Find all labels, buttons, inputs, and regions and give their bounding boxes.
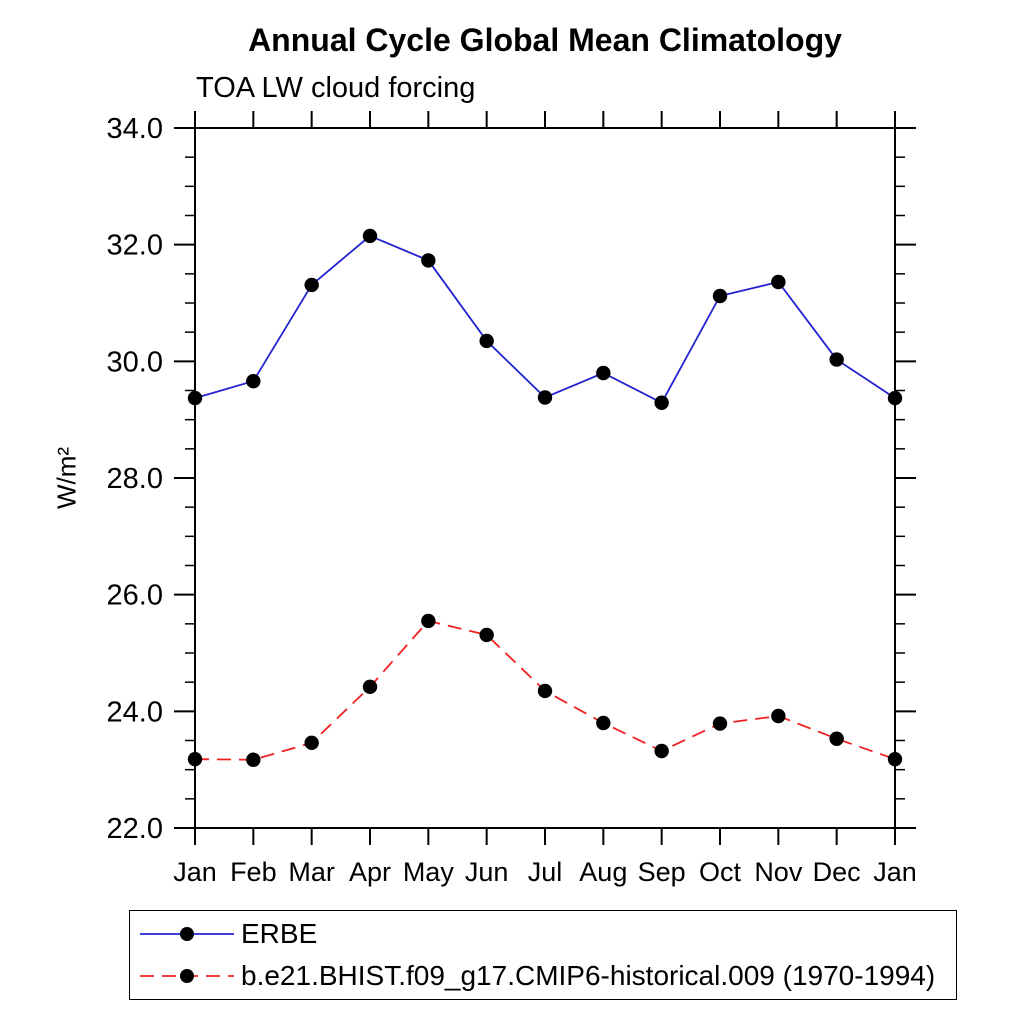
- data-point-marker: [596, 365, 611, 381]
- legend: ERBE b.e21.BHIST.f09_g17.CMIP6-historica…: [129, 910, 957, 1000]
- legend-line-sample-dashed: [140, 969, 234, 983]
- erbe-line: [194, 234, 896, 404]
- legend-entry-erbe: ERBE: [137, 913, 956, 955]
- data-point-marker: [362, 228, 378, 244]
- legend-label-model: b.e21.BHIST.f09_g17.CMIP6-historical.009…: [241, 960, 936, 991]
- data-point-marker: [654, 395, 669, 410]
- data-point-marker: [771, 274, 786, 290]
- y-tick-label: 28.0: [107, 463, 163, 495]
- y-tick-label: 24.0: [107, 696, 163, 728]
- data-point-marker: [887, 751, 903, 767]
- data-point-marker: [187, 390, 203, 406]
- x-tick-label: Aug: [579, 857, 627, 887]
- data-point-marker: [304, 277, 319, 293]
- data-point-marker: [712, 716, 728, 731]
- data-point-marker: [829, 352, 844, 367]
- data-point-marker: [829, 731, 844, 746]
- legend-line-sample-solid: [140, 927, 234, 941]
- x-tick-label: May: [403, 857, 455, 887]
- data-point-marker: [771, 708, 786, 724]
- chart-title: Annual Cycle Global Mean Climatology: [248, 22, 842, 58]
- x-tick-label: Feb: [230, 857, 277, 887]
- x-tick-label: Dec: [813, 857, 861, 887]
- chart-subtitle: TOA LW cloud forcing: [196, 72, 476, 104]
- y-tick-label: 22.0: [107, 813, 163, 845]
- data-point-marker: [654, 743, 669, 759]
- x-tick-label: Nov: [754, 857, 803, 887]
- data-point-marker: [304, 735, 319, 751]
- legend-marker-icon: [180, 969, 194, 983]
- x-tick-label: Jan: [173, 857, 217, 887]
- data-point-marker: [362, 679, 378, 695]
- x-tick-label: Apr: [349, 857, 391, 887]
- data-point-marker: [537, 683, 553, 699]
- y-tick-label: 34.0: [107, 113, 163, 145]
- y-tick-label: 30.0: [107, 346, 163, 378]
- data-point-marker: [187, 751, 203, 767]
- x-tick-label: Jun: [465, 857, 509, 887]
- data-point-marker: [537, 390, 553, 405]
- data-point-marker: [246, 752, 261, 767]
- data-point-marker: [712, 288, 728, 304]
- data-point-marker: [246, 373, 261, 389]
- x-tick-label: Oct: [699, 857, 742, 887]
- data-point-marker: [596, 715, 611, 731]
- legend-marker-icon: [180, 927, 194, 941]
- data-point-marker: [479, 627, 494, 643]
- data-point-marker: [479, 333, 494, 349]
- x-tick-label: Jul: [528, 857, 563, 887]
- x-tick-label: Jan: [873, 857, 917, 887]
- y-tick-label: 32.0: [107, 230, 163, 262]
- y-tick-label: 26.0: [107, 580, 163, 612]
- data-point-marker: [887, 390, 903, 406]
- legend-label-erbe: ERBE: [241, 918, 318, 949]
- legend-entry-model: b.e21.BHIST.f09_g17.CMIP6-historical.009…: [137, 955, 956, 997]
- data-point-marker: [421, 613, 436, 629]
- x-tick-label: Mar: [288, 857, 335, 887]
- data-point-marker: [421, 253, 436, 268]
- x-tick-label: Sep: [638, 857, 686, 887]
- plot-frame: [194, 127, 896, 829]
